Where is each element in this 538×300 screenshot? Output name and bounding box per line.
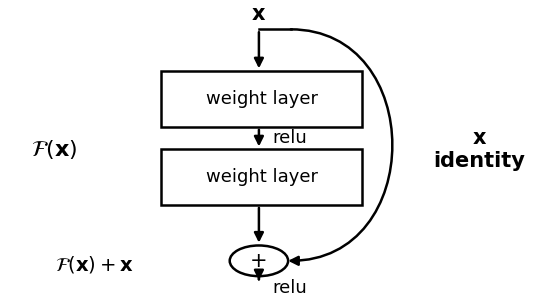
FancyArrowPatch shape [291,29,392,265]
Text: $\mathbf{x}$
identity: $\mathbf{x}$ identity [433,128,525,171]
Text: relu: relu [272,279,307,297]
Text: relu: relu [272,129,307,147]
Text: +: + [250,251,268,271]
Text: weight layer: weight layer [206,168,317,186]
FancyBboxPatch shape [161,149,363,205]
FancyBboxPatch shape [161,71,363,127]
Text: weight layer: weight layer [206,90,317,108]
Circle shape [230,245,288,276]
Text: $\mathcal{F}(\mathbf{x})$: $\mathcal{F}(\mathbf{x})$ [31,138,77,161]
Text: $\mathbf{x}$: $\mathbf{x}$ [251,4,266,24]
Text: $\mathcal{F}(\mathbf{x}) + \mathbf{x}$: $\mathcal{F}(\mathbf{x}) + \mathbf{x}$ [55,254,133,275]
